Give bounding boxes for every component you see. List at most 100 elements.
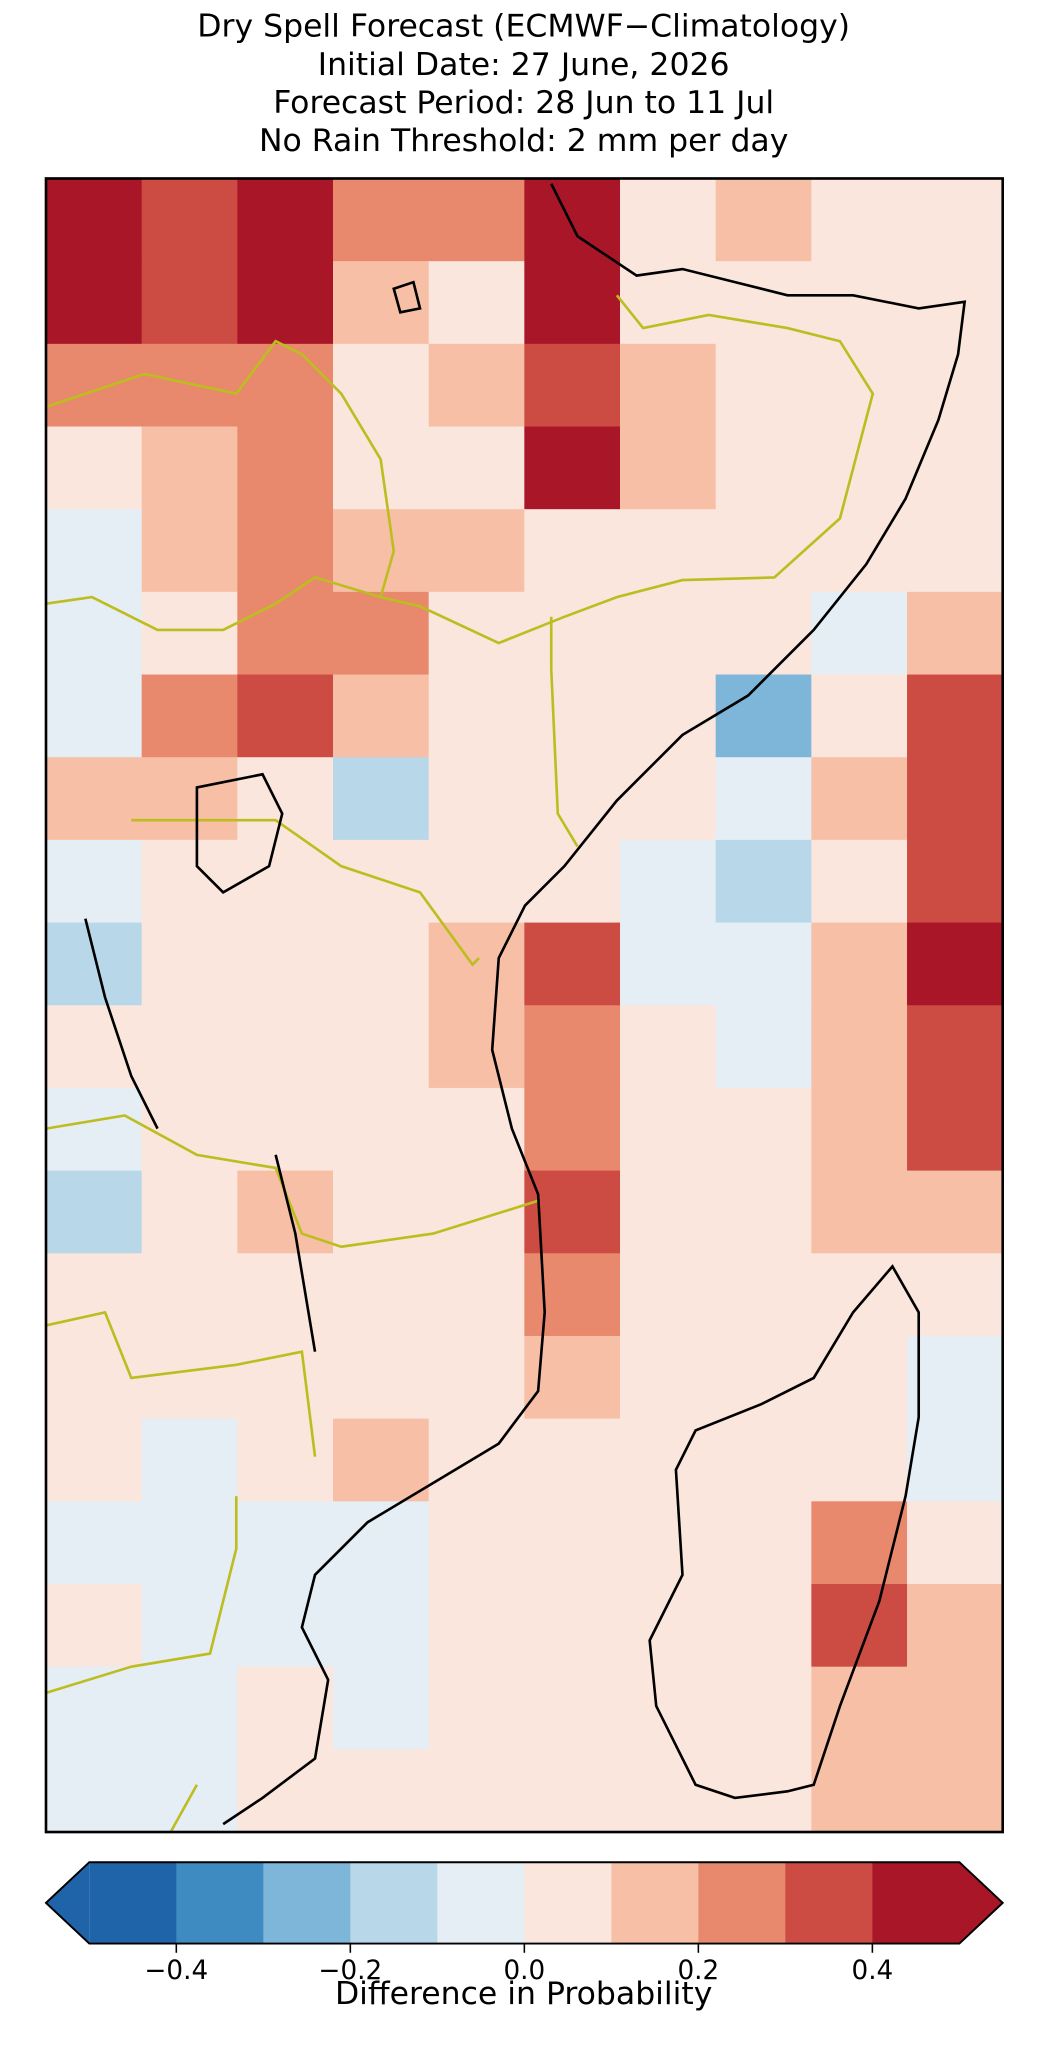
- grid-cell: [811, 1749, 908, 1833]
- colorbar-box: [698, 1862, 786, 1944]
- grid-cell: [524, 1666, 621, 1751]
- grid-cell: [45, 1005, 143, 1089]
- grid-cell: [141, 1583, 238, 1668]
- grid-cell: [907, 1583, 1004, 1668]
- grid-cell: [524, 426, 621, 510]
- grid-cell: [141, 922, 238, 1006]
- grid-cell: [141, 591, 238, 676]
- grid-cell: [141, 1005, 238, 1089]
- grid-cell: [907, 1501, 1004, 1585]
- map-cells: [45, 178, 1004, 1833]
- grid-cell: [141, 178, 238, 262]
- grid-cell: [141, 261, 238, 345]
- grid-cell: [45, 757, 143, 841]
- grid-cell: [524, 674, 621, 758]
- country-border: [45, 1310, 317, 1833]
- grid-cell: [620, 1749, 717, 1833]
- grid-cell: [237, 178, 334, 262]
- grid-cell: [333, 261, 430, 345]
- grid-cell: [237, 426, 334, 510]
- grid-cell: [524, 1087, 621, 1172]
- grid-cell: [333, 1418, 430, 1502]
- grid-cell: [907, 591, 1004, 676]
- grid-cell: [811, 1501, 908, 1585]
- title-line: No Rain Threshold: 2 mm per day: [259, 123, 788, 159]
- colorbar-box: [524, 1862, 612, 1944]
- grid-cell: [237, 1335, 334, 1420]
- grid-cell: [907, 922, 1004, 1006]
- colorbar-box: [89, 1862, 177, 1944]
- grid-cell: [333, 1749, 430, 1833]
- grid-cell: [45, 922, 143, 1006]
- grid-cell: [811, 922, 908, 1006]
- grid-cell: [237, 674, 334, 758]
- grid-cell: [141, 757, 238, 841]
- coastline: [648, 1264, 921, 1800]
- grid-cell: [715, 1749, 813, 1833]
- grid-cell: [907, 1418, 1004, 1502]
- grid-cell: [237, 343, 334, 428]
- coastline: [84, 280, 422, 1352]
- grid-cell: [620, 1087, 717, 1172]
- grid-cell: [141, 1170, 238, 1254]
- grid-cell: [333, 509, 430, 593]
- grid-cell: [811, 674, 908, 758]
- grid-cell: [715, 1087, 813, 1172]
- colorbar-tick-label: −0.4: [144, 1956, 208, 1986]
- grid-cell: [715, 1501, 813, 1585]
- grid-cell: [907, 1005, 1004, 1089]
- grid-cell: [620, 1583, 717, 1668]
- grid-cell: [237, 1087, 334, 1172]
- grid-cell: [333, 1583, 430, 1668]
- grid-cell: [333, 674, 430, 758]
- grid-cell: [811, 1087, 908, 1172]
- grid-cell: [715, 1583, 813, 1668]
- grid-cell: [524, 1253, 621, 1337]
- colorbar-box: [350, 1862, 438, 1944]
- grid-cell: [45, 343, 143, 428]
- grid-cell: [811, 1335, 908, 1420]
- title: Dry Spell Forecast (ECMWF−Climatology)In…: [197, 9, 850, 159]
- grid-cell: [524, 1501, 621, 1585]
- grid-cell: [715, 839, 813, 924]
- colorbar-extend-low: [45, 1862, 90, 1944]
- colorbar-box: [263, 1862, 351, 1944]
- grid-cell: [907, 343, 1004, 428]
- grid-cell: [141, 839, 238, 924]
- boundaries: [45, 294, 875, 1833]
- grid-cell: [524, 757, 621, 841]
- grid-cell: [620, 1335, 717, 1420]
- grid-cell: [907, 839, 1004, 924]
- grid-cell: [715, 591, 813, 676]
- grid-cell: [620, 1501, 717, 1585]
- grid-cell: [45, 591, 143, 676]
- grid-cell: [45, 1335, 143, 1420]
- grid-cell: [237, 1583, 334, 1668]
- grid-cell: [428, 1501, 525, 1585]
- colorbar-tick-label: 0.0: [503, 1956, 545, 1986]
- grid-cell: [45, 426, 143, 510]
- grid-cell: [715, 509, 813, 593]
- grid-cell: [811, 839, 908, 924]
- grid-cell: [141, 509, 238, 593]
- grid-cell: [237, 1253, 334, 1337]
- grid-cell: [45, 178, 143, 262]
- grid-cell: [333, 922, 430, 1006]
- grid-cell: [715, 1005, 813, 1089]
- grid-cell: [907, 674, 1004, 758]
- country-border: [45, 575, 382, 632]
- grid-cell: [237, 839, 334, 924]
- grid-cell: [45, 1583, 143, 1668]
- grid-cell: [428, 426, 525, 510]
- grid-cell: [620, 1170, 717, 1254]
- grid-cell: [620, 1666, 717, 1751]
- grid-cell: [524, 343, 621, 428]
- colorbar: −0.4 −0.2 0.0 0.2 0.4: [44, 1861, 1005, 1986]
- grid-cell: [428, 1005, 525, 1089]
- title-line: Dry Spell Forecast (ECMWF−Climatology): [197, 9, 850, 45]
- grid-cell: [45, 1087, 143, 1172]
- grid-cell: [428, 261, 525, 345]
- grid-cell: [620, 674, 717, 758]
- colorbar-label: Difference in Probability: [335, 1976, 712, 2012]
